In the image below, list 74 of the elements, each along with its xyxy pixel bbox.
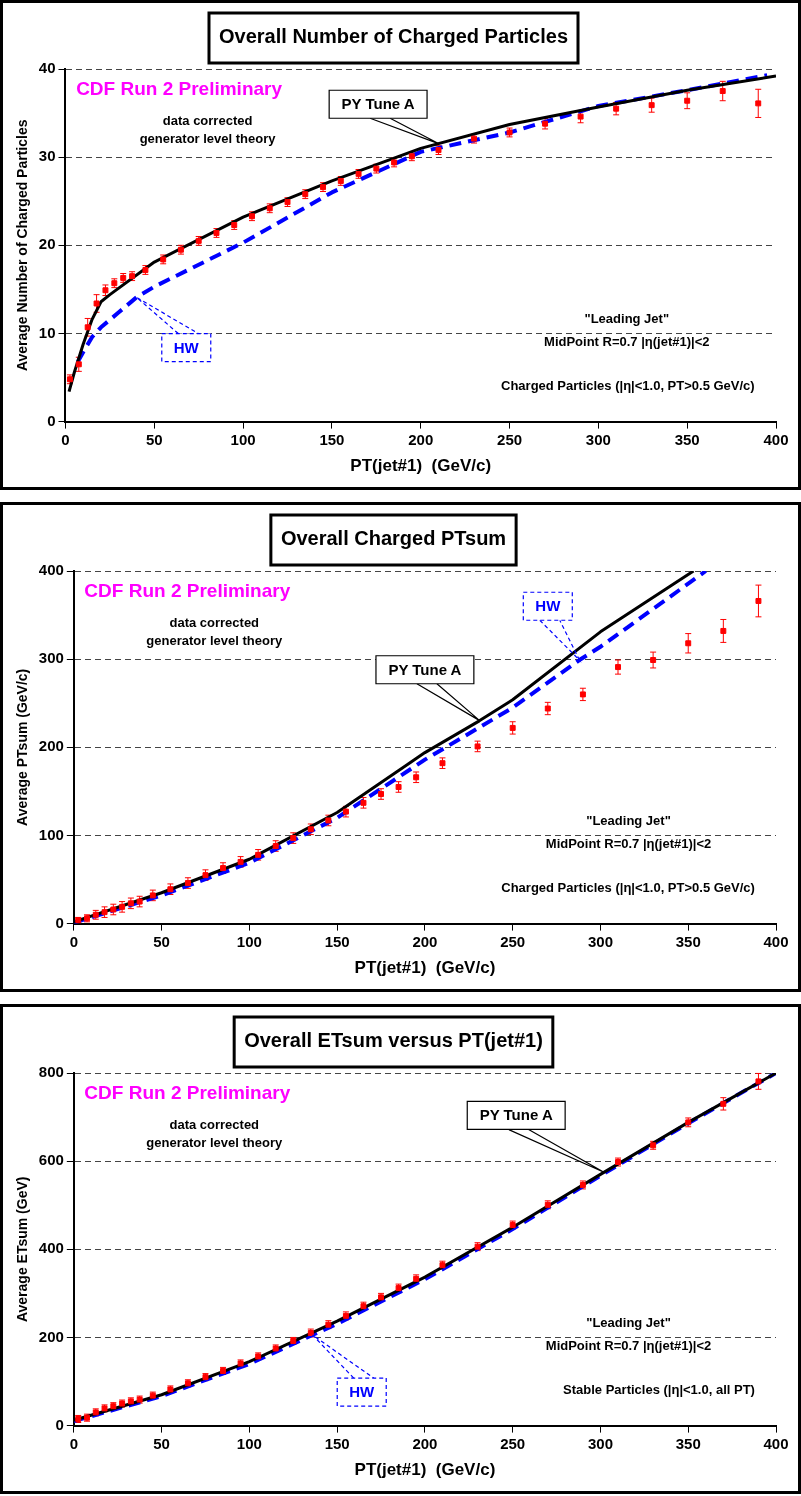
annotation: generator level theory: [139, 131, 277, 147]
y-axis-title: Average Number of Charged Particles: [14, 119, 31, 372]
y-tick-label: 200: [38, 1327, 64, 1345]
x-tick-label: 150: [324, 932, 350, 950]
y-tick-label: 40: [38, 59, 56, 77]
annotation: "Leading Jet": [586, 812, 671, 828]
annotation: generator level theory: [146, 1135, 283, 1151]
annotation: "Leading Jet": [586, 1314, 671, 1330]
x-tick-label: 250: [500, 1434, 526, 1452]
x-tick-label: 50: [153, 932, 170, 950]
x-tick-label: 300: [587, 1434, 613, 1452]
chart-title: Overall ETsum versus PT(jet#1): [244, 1028, 543, 1051]
x-tick-label: 350: [674, 430, 700, 448]
annotation: Stable Particles (|η|<1.0, all PT): [563, 1381, 755, 1397]
x-tick-label: 0: [69, 1434, 78, 1452]
x-tick-label: 350: [675, 932, 701, 950]
text: PY Tune A: [388, 660, 462, 678]
x-tick-label: 350: [675, 1434, 701, 1452]
annotation: data corrected: [169, 615, 260, 631]
y-tick-label: 0: [55, 1415, 64, 1433]
text: HW: [349, 1383, 376, 1401]
x-tick-label: 400: [763, 932, 789, 950]
annotation: data corrected: [169, 1117, 260, 1133]
annotation: generator level theory: [146, 633, 283, 649]
x-tick-label: 400: [763, 1434, 789, 1452]
annotation: Charged Particles (|η|<1.0, PT>0.5 GeV/c): [501, 377, 755, 393]
y-tick-label: 200: [38, 737, 64, 755]
y-tick-label: 30: [38, 147, 56, 165]
x-tick-label: 200: [412, 1434, 438, 1452]
annotation: data corrected: [162, 113, 253, 129]
chart-title: Overall Charged PTsum: [280, 526, 507, 549]
x-tick-label: 100: [236, 1434, 262, 1452]
x-tick-label: 50: [153, 1434, 170, 1452]
y-tick-label: 800: [38, 1063, 64, 1081]
x-tick-label: 200: [412, 932, 438, 950]
x-tick-label: 150: [319, 430, 345, 448]
x-axis-title: PT(jet#1) (GeV/c): [350, 456, 492, 476]
x-tick-label: 100: [230, 430, 256, 448]
y-axis-title: Average PTsum (GeV/c): [14, 668, 31, 826]
x-tick-label: 300: [585, 430, 611, 448]
text: PY Tune A: [479, 1106, 553, 1124]
text: HW: [535, 597, 562, 615]
x-tick-label: 200: [408, 430, 434, 448]
chart-title: Overall Number of Charged Particles: [218, 24, 569, 47]
x-tick-label: 250: [497, 430, 523, 448]
annotation: MidPoint R=0.7 |η(jet#1)|<2: [544, 333, 710, 349]
text: PY Tune A: [341, 95, 415, 113]
annotation: CDF Run 2 Preliminary: [76, 78, 283, 100]
y-tick-label: 0: [47, 411, 56, 429]
annotation: Charged Particles (|η|<1.0, PT>0.5 GeV/c): [501, 879, 755, 895]
text: HW: [173, 338, 200, 356]
x-tick-label: 100: [236, 932, 262, 950]
y-tick-label: 400: [38, 1239, 64, 1257]
annotation: MidPoint R=0.7 |η(jet#1)|<2: [545, 1337, 712, 1353]
x-tick-label: 300: [587, 932, 613, 950]
y-tick-label: 600: [38, 1151, 64, 1169]
y-tick-label: 100: [38, 825, 64, 843]
x-tick-label: 400: [763, 430, 789, 448]
x-axis-title: PT(jet#1) (GeV/c): [354, 958, 496, 978]
y-axis-title: Average ETsum (GeV): [14, 1176, 31, 1323]
y-tick-label: 400: [38, 561, 64, 579]
x-tick-label: 0: [69, 932, 78, 950]
annotation: "Leading Jet": [584, 310, 670, 326]
x-tick-label: 150: [324, 1434, 350, 1452]
y-tick-label: 0: [55, 913, 64, 931]
y-tick-label: 20: [38, 235, 56, 253]
x-tick-label: 50: [145, 430, 163, 448]
y-tick-label: 300: [38, 649, 64, 667]
x-axis-title: PT(jet#1) (GeV/c): [354, 1460, 496, 1480]
y-tick-label: 10: [38, 323, 56, 341]
annotation: CDF Run 2 Preliminary: [84, 1082, 291, 1104]
x-tick-label: 250: [500, 932, 526, 950]
annotation: MidPoint R=0.7 |η(jet#1)|<2: [545, 835, 712, 851]
annotation: CDF Run 2 Preliminary: [84, 580, 291, 602]
